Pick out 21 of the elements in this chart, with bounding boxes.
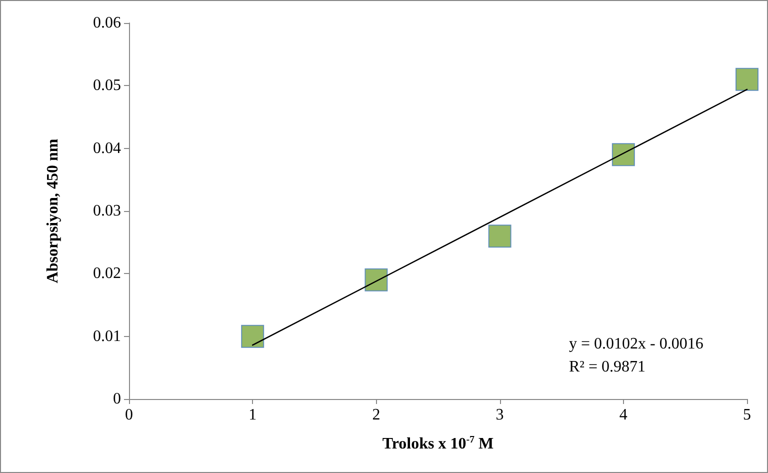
point bbox=[364, 268, 388, 292]
y-tick-label: 0.04 bbox=[93, 140, 121, 157]
x-tick-label: 4 bbox=[619, 406, 628, 424]
x-tick-label: 1 bbox=[248, 406, 257, 424]
y-tick-label: 0.03 bbox=[93, 202, 121, 220]
x-tick-label: 2 bbox=[372, 406, 380, 424]
point bbox=[736, 68, 758, 91]
y-tick-label: 0.01 bbox=[93, 328, 121, 345]
x-tick-label: 5 bbox=[743, 406, 751, 424]
x-tick-label: 3 bbox=[496, 406, 504, 424]
x-tick-label: 0 bbox=[125, 406, 133, 424]
point bbox=[612, 143, 635, 166]
annotation: R² = 0.9871 bbox=[568, 358, 646, 376]
y-tick-label: 0 bbox=[113, 390, 121, 408]
point bbox=[241, 324, 264, 348]
point bbox=[488, 224, 512, 248]
y-tick-label: 0.02 bbox=[93, 265, 121, 282]
y-tick-label: 0.06 bbox=[93, 14, 121, 32]
y-tick-label: 0.05 bbox=[93, 77, 121, 94]
annotation: y = 0.0102x - 0.0016 bbox=[568, 336, 704, 352]
y-axis-title: Absorpsiyon, 450 nm bbox=[44, 138, 62, 284]
